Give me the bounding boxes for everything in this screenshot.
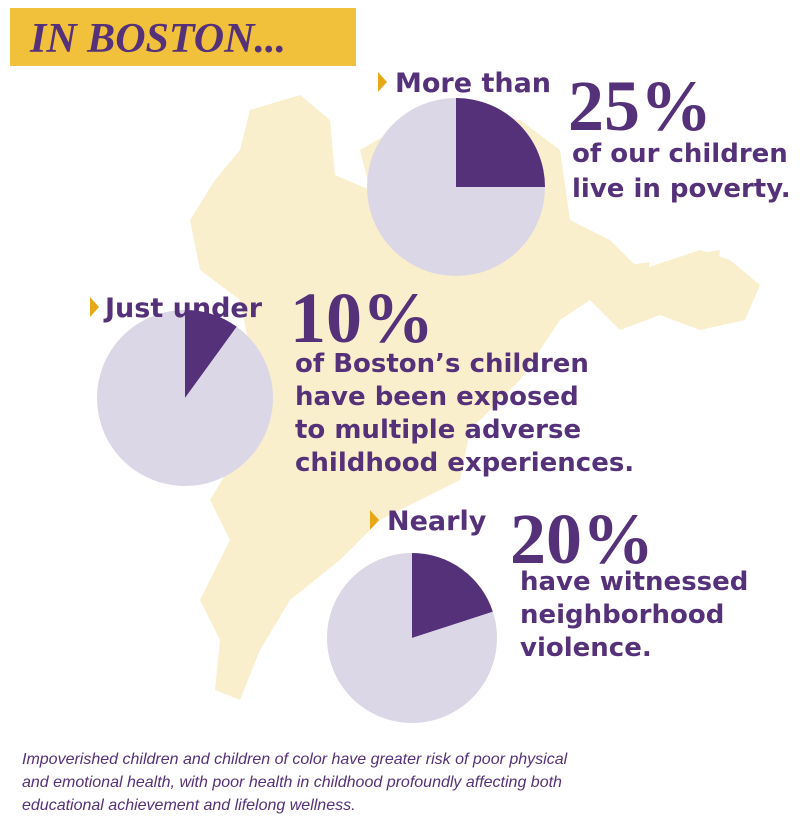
- header-title: IN BOSTON...: [29, 16, 286, 62]
- charts: More than 25%of our children live in pover…: [90, 66, 791, 723]
- description-line: have been exposed: [295, 382, 579, 412]
- description-line: to multiple adverse: [295, 415, 581, 445]
- description-line: of Boston’s children: [295, 349, 589, 379]
- big-value-label: 25%: [568, 66, 712, 146]
- footer-line: educational achievement and lifelong wel…: [22, 797, 356, 814]
- big-value-label: 20%: [510, 499, 654, 579]
- pie-slice: [327, 553, 497, 723]
- map-island: [630, 250, 720, 300]
- bullet-arrow: [90, 297, 99, 317]
- lead-text: Just under: [103, 293, 263, 324]
- pie-slice: [412, 553, 493, 638]
- footer: Impoverished children and children of co…: [22, 751, 568, 814]
- pie-slice: [97, 310, 274, 487]
- bullet-arrow: [378, 72, 387, 92]
- header-box: [10, 8, 356, 66]
- description-line: violence.: [520, 633, 652, 663]
- big-value-label: 10%: [290, 278, 434, 358]
- lead-text: Nearly: [387, 506, 487, 537]
- footer-line: and emotional health, with poor health i…: [22, 774, 562, 791]
- description-line: neighborhood: [520, 600, 724, 630]
- pie-slice: [185, 310, 237, 398]
- footer-line: Impoverished children and children of co…: [22, 751, 568, 768]
- description-line: of our children: [572, 139, 788, 169]
- description-line: childhood experiences.: [295, 448, 634, 478]
- bullet-arrow: [370, 510, 379, 530]
- description-line: live in poverty.: [572, 174, 791, 204]
- description-line: have witnessed: [520, 567, 748, 597]
- pie-slice: [456, 98, 545, 187]
- lead-text: More than: [395, 68, 551, 99]
- map-background: [190, 95, 760, 700]
- pie-slice: [367, 98, 545, 276]
